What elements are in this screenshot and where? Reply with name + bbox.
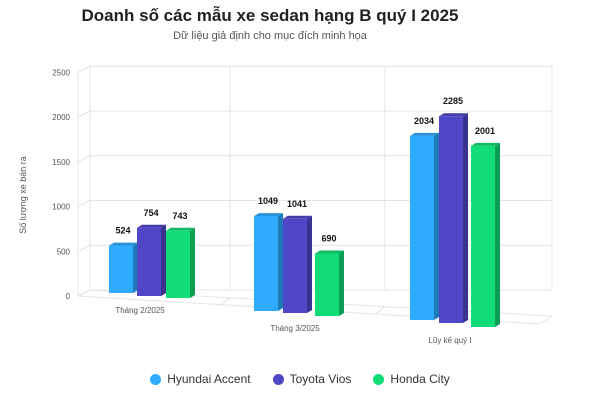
data-label: 1041 <box>287 199 307 209</box>
bar-honda-city[interactable] <box>315 253 339 316</box>
legend-swatch <box>150 373 162 385</box>
bar-hyundai-accent[interactable] <box>410 135 434 320</box>
chart-subtitle: Dữ liệu giả định cho mục đích minh họa <box>173 30 367 42</box>
bar-top <box>137 224 166 228</box>
data-label: 2285 <box>443 96 463 106</box>
bar-top <box>471 142 500 146</box>
bar-top <box>439 113 468 117</box>
bar-toyota-vios[interactable] <box>283 218 307 313</box>
bar-hyundai-accent[interactable] <box>254 216 278 311</box>
bar-top <box>315 250 344 254</box>
legend-item[interactable]: Hyundai Accent <box>150 372 251 386</box>
data-label: 1049 <box>258 196 278 206</box>
bar-side <box>133 242 138 293</box>
y-tick-label: 2500 <box>52 68 70 77</box>
legend-item[interactable]: Honda City <box>373 372 450 386</box>
bars <box>109 113 500 327</box>
bar-side <box>278 213 283 311</box>
bar-toyota-vios[interactable] <box>439 116 463 324</box>
bar-side <box>339 250 344 316</box>
legend: Hyundai Accent Toyota Vios Honda City <box>0 372 600 386</box>
x-tick-label: Lũy kế quý I <box>428 336 471 345</box>
data-label: 2034 <box>414 116 434 126</box>
legend-swatch <box>373 373 385 385</box>
legend-label: Hyundai Accent <box>167 372 251 386</box>
bar-honda-city[interactable] <box>471 145 495 327</box>
legend-label: Toyota Vios <box>289 372 352 386</box>
bar-honda-city[interactable] <box>166 230 190 298</box>
y-tick-label: 0 <box>66 292 71 301</box>
bar-top <box>109 242 138 246</box>
bar-side <box>434 132 439 320</box>
bar-side <box>190 227 195 298</box>
bar-top <box>283 215 312 219</box>
y-tick-label: 1500 <box>52 158 70 167</box>
y-tick-label: 1000 <box>52 203 70 212</box>
data-label: 690 <box>321 234 336 244</box>
chart-title: Doanh số các mẫu xe sedan hạng B quý I 2… <box>81 6 459 25</box>
x-tick-label: Tháng 3/2025 <box>270 324 320 333</box>
y-axis-title: Số lượng xe bán ra <box>18 156 28 233</box>
data-labels: 524 754 743 1049 1041 690 2034 2285 2001 <box>115 96 495 243</box>
y-tick-label: 500 <box>57 247 71 256</box>
data-label: 524 <box>115 226 130 236</box>
data-label: 2001 <box>475 126 495 136</box>
legend-item[interactable]: Toyota Vios <box>272 372 352 386</box>
legend-swatch <box>272 373 284 385</box>
bar-side <box>495 142 500 327</box>
y-tick-label: 2000 <box>52 113 70 122</box>
bar-hyundai-accent[interactable] <box>109 245 133 293</box>
data-label: 743 <box>172 211 187 221</box>
bar-top <box>166 227 195 231</box>
bar-side <box>307 215 312 313</box>
chart-area: 0 500 1000 1500 2000 2500 Số lượng xe bán ra Th… <box>18 65 554 345</box>
axes: 0 500 1000 1500 2000 2500 Số lượng xe bán ra Th… <box>18 68 472 345</box>
bar-top <box>410 132 439 136</box>
x-tick-label: Tháng 2/2025 <box>115 306 165 315</box>
bar-side <box>463 113 468 324</box>
bar-top <box>254 213 283 217</box>
data-label: 754 <box>143 208 158 218</box>
bar-side <box>161 224 166 296</box>
bar-toyota-vios[interactable] <box>137 227 161 296</box>
legend-label: Honda City <box>390 372 450 386</box>
